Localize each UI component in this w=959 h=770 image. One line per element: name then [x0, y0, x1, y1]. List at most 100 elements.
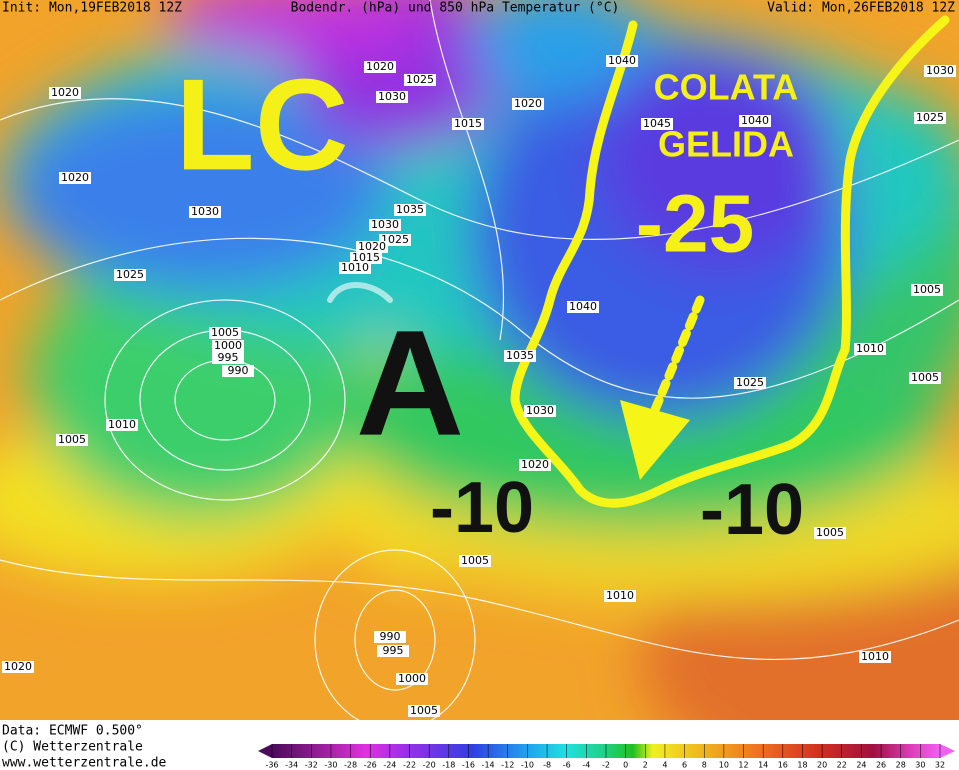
isobar-label: 995 [383, 644, 404, 657]
colorbar-tick-label: -16 [462, 761, 475, 770]
colorbar-tick-label: 28 [896, 761, 906, 770]
isobar-label-bg [859, 651, 891, 663]
copyright: (C) Wetterzentrale [2, 740, 143, 755]
isobar-label: 1010 [341, 261, 369, 274]
colorbar-tick-label: -18 [442, 761, 455, 770]
isobar-label: 1030 [371, 218, 399, 231]
isobar-label-bg [512, 98, 544, 110]
map-title: Bodendr. (hPa) und 850 hPa Temperatur (°… [291, 1, 620, 16]
isobar-label: 1040 [741, 114, 769, 127]
annotation-minus10: -10 [700, 470, 804, 550]
colorbar-tick-label: 2 [643, 761, 648, 770]
isobar-label-bg [2, 661, 34, 673]
colorbar-tick-label: -2 [602, 761, 610, 770]
isobar-label: 995 [218, 351, 239, 364]
isobar-label: 1030 [526, 404, 554, 417]
isobar-label-bg [452, 118, 484, 130]
colorbar-tick-label: 18 [797, 761, 807, 770]
isobar-label: 1005 [913, 283, 941, 296]
colorbar-tick-label: 8 [702, 761, 707, 770]
isobar-label-bg [396, 673, 428, 685]
isobar-label: 1015 [352, 251, 380, 264]
isobar-label-bg [739, 115, 771, 127]
isobar-label: 1000 [398, 672, 426, 685]
isobar-label-bg [222, 365, 254, 377]
colorbar-tick-label: 10 [719, 761, 729, 770]
isobar-label-bg [339, 262, 371, 274]
colorbar-tick-label: 12 [738, 761, 748, 770]
isobar-label-bg [189, 206, 221, 218]
isobar-label: 1020 [366, 60, 394, 73]
isobar-label-bg [394, 204, 426, 216]
isobar-label-bg [567, 301, 599, 313]
isobar-label: 1030 [378, 90, 406, 103]
isobar-label: 1025 [406, 73, 434, 86]
colorbar-tick-label: -10 [521, 761, 534, 770]
colorbar-tick-label: -8 [543, 761, 551, 770]
isobar-label: 1005 [816, 526, 844, 539]
colorbar-arrow-left [258, 744, 272, 758]
isobar-label-bg [350, 252, 382, 264]
colorbar-tick-label: -32 [305, 761, 318, 770]
isobar-label: 1020 [521, 458, 549, 471]
isobar-label: 1025 [916, 111, 944, 124]
colorbar-tick-label: -14 [482, 761, 495, 770]
annotation-gelida: GELIDA [658, 124, 794, 165]
isobar-label-bg [106, 419, 138, 431]
init-label: Init: Mon,19FEB2018 12Z [2, 1, 182, 16]
colorbar-tick-label: 16 [778, 761, 788, 770]
isobar-label: 1020 [61, 171, 89, 184]
isobar-label-bg [49, 87, 81, 99]
isobar-label-bg [364, 61, 396, 73]
isobar-label-bg [911, 284, 943, 296]
isobar-label: 1005 [211, 326, 239, 339]
isobar-label: 1005 [410, 704, 438, 717]
colorbar-tick-label: -22 [403, 761, 416, 770]
isobar-label: 1025 [736, 376, 764, 389]
colorbar-tick-label: -6 [563, 761, 571, 770]
isobar-label: 1010 [861, 650, 889, 663]
colorbar-arrow-right [940, 744, 955, 758]
colorbar-tick-label: 6 [682, 761, 687, 770]
isobar-label-bg [519, 459, 551, 471]
isobar-label-bg [376, 91, 408, 103]
isobar-label: 1020 [4, 660, 32, 673]
isobar-label: 1025 [206, 156, 234, 169]
isobar-label: 1020 [514, 97, 542, 110]
isobar-label-bg [408, 705, 440, 717]
isobar-label: 1030 [191, 205, 219, 218]
colorbar-tick-label: 14 [758, 761, 768, 770]
isobar-label-bg [604, 590, 636, 602]
isobar-label: 1000 [214, 339, 242, 352]
isobar-label-bg [404, 74, 436, 86]
isobar-label-bg [377, 645, 409, 657]
isobar-label: 1005 [461, 554, 489, 567]
isobar-label-bg [459, 555, 491, 567]
isobar-label-bg [369, 219, 401, 231]
isobar-label-bg [212, 340, 244, 352]
colorbar-tick-label: 0 [623, 761, 628, 770]
isobar-label-bg [606, 55, 638, 67]
annotation-minus10: -10 [430, 468, 534, 548]
annotation-minus25: -25 [636, 179, 755, 270]
isobar-label: 1015 [454, 117, 482, 130]
isobar-label-bg [641, 118, 673, 130]
annotation-a: A [356, 299, 464, 467]
valid-label: Valid: Mon,26FEB2018 12Z [767, 1, 955, 16]
isobar-label: 1035 [506, 349, 534, 362]
isobar-label-bg [909, 372, 941, 384]
colorbar-tick-label: -34 [285, 761, 298, 770]
isobar-label: 1005 [58, 433, 86, 446]
isobar-label: 1045 [643, 117, 671, 130]
colorbar-tick-label: -26 [364, 761, 377, 770]
isobar-label-bg [209, 327, 241, 339]
colorbar-tick-label: 30 [915, 761, 925, 770]
annotation-lc: LC [175, 51, 348, 197]
isobar-label: 1035 [396, 203, 424, 216]
isobar-label: 1025 [116, 268, 144, 281]
annotation-outline [327, 15, 950, 508]
isobar-label-bg [504, 350, 536, 362]
